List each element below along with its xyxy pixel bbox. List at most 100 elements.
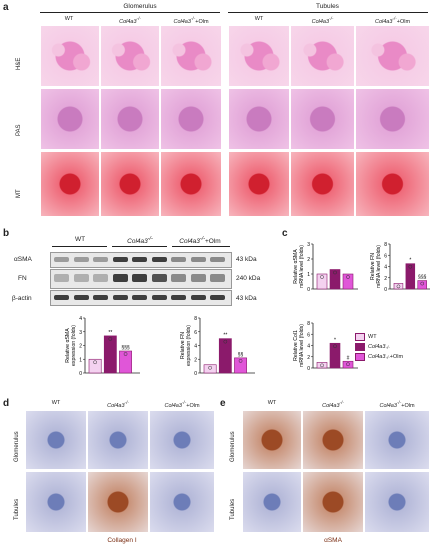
chart-y-tick-label: 4 [384,265,387,271]
ihc-d-tub-olm [149,471,215,533]
glomerulus-title: Glomerulus [123,3,157,10]
glomerulus-bar [40,12,220,13]
chart-y-tick-label: 3 [307,242,310,248]
blot-band [54,274,69,282]
panel-d-letter: d [3,398,10,409]
blot-group-olm: Col4a3-/-+Olm [179,236,221,246]
ihc-e-glom-olm [364,410,430,470]
chart-y-tick-label: 4 [307,344,310,350]
blot-group-ko: Col4a3-/- [127,236,153,246]
chart-y-tick-label: 8 [384,242,387,248]
chart-bar [405,263,416,290]
chart-y-tick-label: 2 [194,357,197,363]
chart-significance-label: # [347,355,350,361]
chart-y-label: Relative αSMA [293,249,299,284]
blot-band [210,295,225,300]
chart-y-label-2: expression (folds) [71,325,77,366]
chart-point [346,362,350,367]
d-col-wt: WT [51,400,61,406]
ihc-e-tub-wt [242,471,302,533]
col-ko-glom: Col4a3-/- [119,16,141,25]
legend-swatch-ko [355,343,365,351]
blot-size-bactin: 43 kDa [236,295,257,302]
row-pas: PAS [16,124,22,136]
chart-significance-label: ** [108,330,112,336]
micrograph-pas-glom-ko [100,88,160,150]
chart-point [223,339,228,344]
chart-c-col1: 0 2 4 6 8 * # Relative Col1 mRNA level (folds) [293,321,358,372]
chart-b-asma: 0 1 2 3 4 ** §§§ Relative αSMA expression (folds… [65,316,140,377]
d-col-olm: Col4a3-/-+Olm [164,400,200,409]
d-col-ko: Col4a3-/- [107,400,129,409]
chart-point [320,275,324,279]
blot-band [54,257,69,262]
e-row-tub: Tubules [230,498,236,520]
e-col-ko: Col4a3-/- [322,400,344,409]
chart-significance-label: §§§ [121,345,130,351]
chart-y-tick-label: 0 [384,287,387,293]
chart-bar [203,364,217,374]
micrograph-he-glom-olm [160,25,222,87]
micrograph-he-glom-wt [40,25,100,87]
col-olm-tub: Col4a3-/-+Olm [374,16,411,25]
chart-bar [329,342,341,369]
blot-line-wt [52,246,107,247]
chart-y-label-2: mRNA level (folds) [299,324,305,367]
chart-point [93,360,97,365]
col-wt-tub: WT [254,16,264,22]
col-ko-tub: Col4a3-/- [311,16,334,25]
chart-significance-label: * [409,258,411,264]
chart-bar [316,362,328,369]
chart-point [408,264,413,269]
blot-label-bactin: β-actin [12,295,32,302]
d-caption: Collagen I [107,537,137,544]
chart-point [333,270,337,275]
chart-y-tick-label: 4 [79,316,82,322]
e-caption: αSMA [324,537,342,544]
blot-band [190,257,206,262]
chart-y-tick-label: 1 [79,357,82,363]
ihc-e-tub-ko [302,471,364,533]
chart-point [238,359,243,363]
chart-y-tick-label: 4 [194,344,197,350]
chart-bar [393,283,404,290]
chart-y-tick-label: 0 [307,287,310,293]
d-row-tub: Tubules [14,498,20,520]
blot-band [132,295,147,300]
e-row-glom: Glomerulus [230,431,236,462]
tubules-bar [228,12,428,13]
chart-y-tick-label: 0 [79,371,82,377]
chart-y-label-2: mRNA level (folds) [376,245,382,288]
micrograph-pas-tub-olm [355,88,430,150]
chart-y-tick-label: 8 [194,316,197,322]
blot-band [73,274,89,282]
blot-band [190,274,206,282]
panel-e-letter: e [220,398,226,409]
micrograph-he-glom-ko [100,25,160,87]
legend-item-ko: Col4a3 -/- [355,343,403,351]
chart-y-tick-label: 2 [384,276,387,282]
ihc-d-tub-ko [87,471,149,533]
chart-bar [417,280,427,290]
blot-band [54,295,69,300]
chart-point [346,275,350,279]
chart-bar [342,273,354,290]
blot-band [132,257,147,262]
micrograph-mt-tub-wt [228,151,290,217]
blot-band [171,295,186,300]
chart-y-tick-label: 6 [384,253,387,259]
micrograph-mt-glom-olm [160,151,222,217]
legend-item-wt: WT [355,333,403,341]
chart-bar [88,358,102,374]
blot-line-olm [172,246,230,247]
tubules-title: Tubules [316,3,339,10]
blot-size-fn: 240 kDa [236,275,261,282]
panel-c-letter: c [282,228,288,239]
blot-group-wt: WT [74,236,86,243]
panel-b-letter: b [3,228,10,239]
chart-bar [342,360,354,369]
blot-band [210,274,225,282]
blot-band [93,295,108,300]
